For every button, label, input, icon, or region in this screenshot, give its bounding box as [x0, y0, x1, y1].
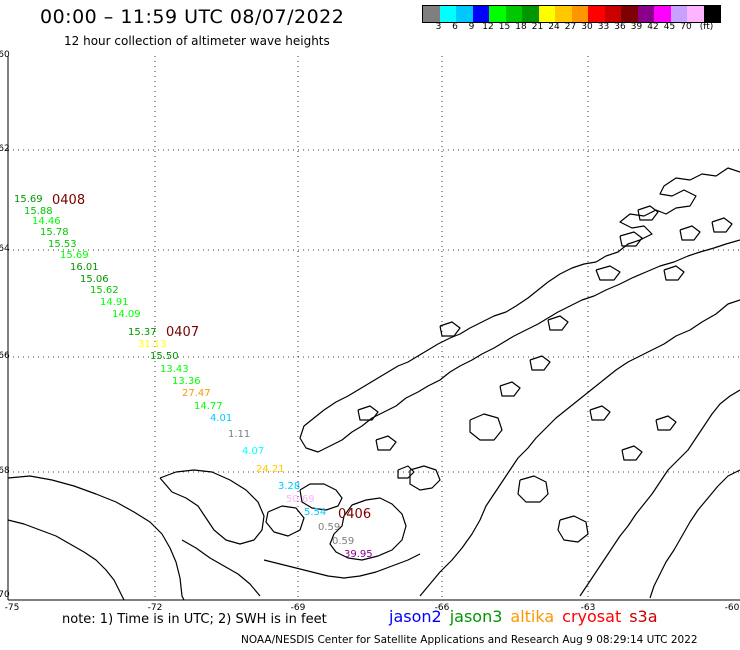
credit-line: NOAA/NESDIS Center for Satellite Applica… — [241, 634, 698, 646]
pass-label: 0408 — [52, 193, 85, 208]
color-swatch — [670, 6, 687, 22]
color-scale-label: 30 — [581, 22, 593, 32]
wave-height-value: 1.11 — [228, 429, 250, 440]
latitude-label: -60 — [0, 50, 10, 60]
color-swatch — [489, 6, 506, 22]
satellite-cryosat: cryosat — [562, 607, 622, 626]
longitude-label: -66 — [434, 603, 450, 613]
wave-height-value: 4.07 — [242, 446, 264, 457]
map-frame — [7, 56, 740, 601]
wave-height-value: 0.59 — [332, 536, 354, 547]
wave-height-value: 4.01 — [210, 413, 232, 424]
wave-height-value: 16.01 — [70, 262, 99, 273]
color-swatch — [571, 6, 588, 22]
latitude-label: -66 — [0, 351, 10, 361]
color-scale-label: 15 — [498, 22, 511, 32]
wave-height-value: 15.69 — [60, 250, 89, 261]
longitude-label: -72 — [147, 603, 163, 613]
wave-height-value: 15.78 — [40, 227, 69, 238]
latitude-label: -68 — [0, 466, 10, 476]
longitude-label: -60 — [724, 603, 740, 613]
color-scale-label: 42 — [647, 22, 659, 32]
color-swatch — [555, 6, 572, 22]
color-scale-label: 39 — [630, 22, 643, 32]
satellite-jason3: jason3 — [449, 607, 503, 626]
color-swatch — [538, 6, 555, 22]
satellite-s3a: s3a — [629, 607, 658, 626]
pass-label: 0406 — [338, 507, 371, 522]
color-swatch — [604, 6, 621, 22]
color-scale-label: 36 — [614, 22, 626, 32]
map-subtitle: 12 hour collection of altimeter wave hei… — [64, 34, 330, 48]
wave-height-value: 15.37 — [128, 327, 157, 338]
color-swatch — [588, 6, 605, 22]
latitude-label: -62 — [0, 144, 10, 154]
color-swatch — [703, 6, 720, 22]
wave-height-value: 15.69 — [14, 194, 43, 205]
lat-lon-grid — [8, 56, 740, 600]
color-swatch — [687, 6, 704, 22]
wave-height-value: 14.77 — [194, 401, 223, 412]
color-scale-label: 21 — [531, 22, 544, 32]
color-swatch — [456, 6, 473, 22]
color-swatch — [505, 6, 522, 22]
color-scale-label: 3 — [435, 22, 442, 32]
map-title: 00:00 – 11:59 UTC 08/07/2022 — [40, 6, 345, 28]
pass-label: 0407 — [166, 325, 199, 340]
color-scale-label: (ft) — [699, 22, 714, 32]
color-swatch — [472, 6, 489, 22]
wave-height-value: 13.36 — [172, 376, 201, 387]
color-scale-label: 27 — [564, 22, 577, 32]
wave-height-value: 14.09 — [112, 309, 141, 320]
wave-height-map: 0408 0407 0406 15.6915.8814.4615.7815.53… — [7, 56, 740, 601]
wave-height-value: 14.91 — [100, 297, 129, 308]
color-scale-label: 18 — [515, 22, 527, 32]
wave-height-value: 39.95 — [344, 549, 373, 560]
color-swatch — [522, 6, 539, 22]
satellite-legend: jason2 jason3 altika cryosat s3a — [389, 607, 666, 626]
wave-height-value: 31.13 — [138, 339, 167, 350]
color-scale-label: 12 — [482, 22, 494, 32]
color-scale-label: 24 — [548, 22, 560, 32]
color-swatch — [654, 6, 671, 22]
satellite-jason2: jason2 — [389, 607, 442, 626]
wave-height-value: 15.50 — [150, 351, 179, 362]
wave-height-value: 15.88 — [24, 206, 53, 217]
color-swatch — [439, 6, 456, 22]
color-swatch — [621, 6, 638, 22]
wave-height-value: 13.43 — [160, 364, 189, 375]
color-scale-bar — [422, 5, 721, 23]
satellite-altika: altika — [510, 607, 555, 626]
color-scale-label: 9 — [468, 22, 475, 32]
wave-height-value: 15.06 — [80, 274, 109, 285]
wave-height-labels: 15.6915.8814.4615.7815.5315.6916.0115.06… — [14, 194, 373, 560]
wave-height-value: 5.54 — [304, 507, 326, 518]
wave-height-value: 15.53 — [48, 239, 77, 250]
wave-height-value: 15.62 — [90, 285, 119, 296]
wave-height-value: 27.47 — [182, 388, 211, 399]
wave-height-value: 0.59 — [318, 522, 340, 533]
longitude-label: -75 — [4, 603, 20, 613]
color-swatch — [423, 6, 440, 22]
color-scale-label: 45 — [663, 22, 676, 32]
footer-note: note: 1) Time is in UTC; 2) SWH is in fe… — [62, 612, 327, 627]
longitude-label: -69 — [290, 603, 306, 613]
color-scale-label: 33 — [597, 22, 610, 32]
longitude-label: -63 — [580, 603, 596, 613]
wave-height-value: 50.69 — [286, 494, 315, 505]
color-scale-label: 70 — [680, 22, 692, 32]
color-swatch — [637, 6, 654, 22]
color-scale-label: 6 — [452, 22, 458, 32]
wave-height-value: 14.46 — [32, 216, 61, 227]
wave-height-value: 24.21 — [256, 464, 285, 475]
coastline — [7, 167, 740, 601]
latitude-label: -70 — [0, 590, 10, 600]
latitude-label: -64 — [0, 244, 10, 254]
wave-height-value: 3.28 — [278, 481, 300, 492]
